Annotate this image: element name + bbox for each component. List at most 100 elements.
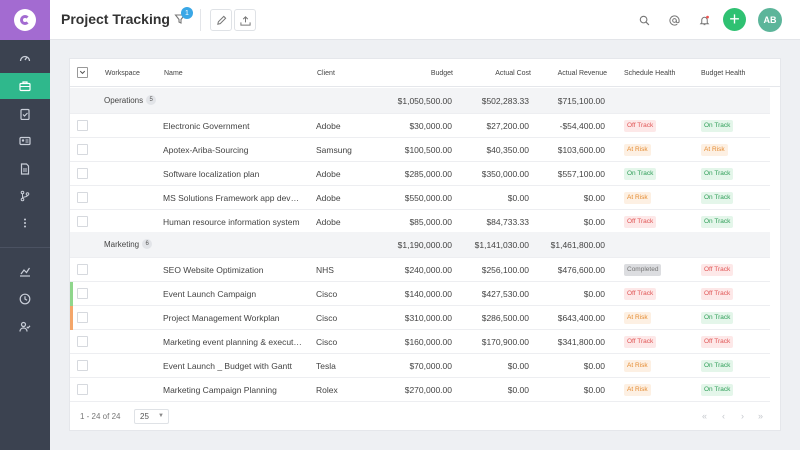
project-name[interactable]: Marketing Campaign Planning xyxy=(163,385,277,395)
sidebar-item-resources[interactable] xyxy=(0,128,50,154)
budget-health-badge: Off Track xyxy=(701,288,734,300)
more-vertical-icon xyxy=(24,218,26,228)
grid-header: Workspace Name Client Budget Actual Cost… xyxy=(70,59,780,87)
project-name[interactable]: Apotex-Ariba-Sourcing xyxy=(163,145,249,155)
table-row[interactable]: Electronic Government Adobe $30,000.00 $27,… xyxy=(70,114,770,138)
next-page-icon[interactable]: › xyxy=(741,411,744,421)
sidebar-item-projects[interactable] xyxy=(0,73,50,99)
project-name[interactable]: Electronic Government xyxy=(163,121,250,131)
client-name: Adobe xyxy=(316,217,341,227)
mentions-button[interactable] xyxy=(666,12,682,28)
column-header-actual-cost[interactable]: Actual Cost xyxy=(495,70,531,77)
add-button[interactable]: + xyxy=(723,8,746,31)
pagination-range: 1 - 24 of 24 xyxy=(80,412,121,421)
actual-cost-value: $256,100.00 xyxy=(481,265,529,275)
search-icon xyxy=(639,15,649,25)
chart-icon xyxy=(20,267,30,277)
group-row-marketing[interactable]: Marketing 6 $1,190,000.00 $1,141,030.00 $… xyxy=(70,232,770,258)
notifications-button[interactable] xyxy=(696,12,712,28)
sidebar-item-reports[interactable] xyxy=(0,258,50,284)
row-checkbox[interactable] xyxy=(77,360,88,371)
project-name[interactable]: Human resource information system xyxy=(163,217,300,227)
sidebar-item-dashboard[interactable] xyxy=(0,45,50,71)
page-size-select[interactable]: 25 ▼ xyxy=(134,409,169,424)
column-header-budget-health[interactable]: Budget Health xyxy=(701,70,746,77)
project-name[interactable]: Software localization plan xyxy=(163,169,260,179)
column-header-budget[interactable]: Budget xyxy=(430,70,453,77)
sidebar-item-workflow[interactable] xyxy=(0,183,50,209)
avatar[interactable]: AB xyxy=(758,8,782,32)
actual-cost-value: $40,350.00 xyxy=(486,145,529,155)
table-row[interactable]: Marketing event planning & execution Cisc… xyxy=(70,330,770,354)
group-budget-total: $1,050,500.00 xyxy=(397,96,452,106)
sidebar-item-tasks[interactable] xyxy=(0,101,50,127)
column-header-client[interactable]: Client xyxy=(317,70,335,77)
actual-revenue-value: $0.00 xyxy=(583,217,605,227)
project-name[interactable]: Event Launch _ Budget with Gantt xyxy=(163,361,293,371)
actual-cost-value: $286,500.00 xyxy=(481,313,529,323)
column-header-workspace[interactable]: Workspace xyxy=(105,70,140,77)
group-count-badge: 5 xyxy=(146,95,157,105)
client-name: Rolex xyxy=(316,385,338,395)
row-checkbox[interactable] xyxy=(77,216,88,227)
first-page-icon[interactable]: « xyxy=(702,411,708,421)
upload-tray-icon xyxy=(239,15,251,26)
column-header-schedule-health[interactable]: Schedule Health xyxy=(624,70,676,77)
actual-cost-value: $27,200.00 xyxy=(486,121,529,131)
sidebar-item-users[interactable] xyxy=(0,314,50,340)
sidebar-item-timesheets[interactable] xyxy=(0,286,50,312)
table-row[interactable]: Marketing Campaign Planning Rolex $270,000… xyxy=(70,378,770,402)
budget-health-badge: On Track xyxy=(701,192,734,204)
actual-revenue-value: $557,100.00 xyxy=(557,169,605,179)
column-header-name[interactable]: Name xyxy=(164,70,183,77)
row-checkbox[interactable] xyxy=(77,264,88,275)
toolbar-divider xyxy=(200,9,201,31)
select-all-checkbox[interactable] xyxy=(77,67,88,78)
project-name[interactable]: Project Management Workplan xyxy=(163,313,280,323)
row-checkbox[interactable] xyxy=(77,384,88,395)
last-page-icon[interactable]: » xyxy=(758,411,764,421)
table-row[interactable]: Software localization plan Adobe $285,000.… xyxy=(70,162,770,186)
pencil-icon xyxy=(216,15,226,25)
project-name[interactable]: MS Solutions Framework app development xyxy=(163,193,303,203)
project-name[interactable]: Event Launch Campaign xyxy=(163,289,257,299)
group-row-operations[interactable]: Operations 5 $1,050,500.00 $502,283.33 $7… xyxy=(70,88,770,114)
row-checkbox[interactable] xyxy=(77,192,88,203)
budget-value: $85,000.00 xyxy=(409,217,452,227)
row-checkbox[interactable] xyxy=(77,144,88,155)
gauge-icon xyxy=(19,55,31,62)
actual-revenue-value: $476,600.00 xyxy=(557,265,605,275)
column-header-actual-revenue[interactable]: Actual Revenue xyxy=(557,70,607,77)
row-checkbox[interactable] xyxy=(77,288,88,299)
row-checkbox[interactable] xyxy=(77,312,88,323)
project-name[interactable]: SEO Website Optimization xyxy=(163,265,264,275)
export-button[interactable] xyxy=(234,9,256,31)
row-checkbox[interactable] xyxy=(77,120,88,131)
actual-revenue-value: $0.00 xyxy=(583,193,605,203)
sidebar-item-more[interactable] xyxy=(0,210,50,236)
table-row[interactable]: Human resource information system Adobe $8… xyxy=(70,210,770,234)
table-row[interactable]: Event Launch _ Budget with Gantt Tesla $70… xyxy=(70,354,770,378)
table-row[interactable]: Event Launch Campaign Cisco $140,000.00 $42… xyxy=(70,282,770,306)
edit-button[interactable] xyxy=(210,9,232,31)
row-checkbox[interactable] xyxy=(77,336,88,347)
search-button[interactable] xyxy=(636,12,652,28)
table-row[interactable]: MS Solutions Framework app development Ad… xyxy=(70,186,770,210)
group-actual-revenue-total: $1,461,800.00 xyxy=(550,240,605,250)
table-row[interactable]: SEO Website Optimization NHS $240,000.00 $2… xyxy=(70,258,770,282)
project-grid: Workspace Name Client Budget Actual Cost… xyxy=(69,58,781,431)
project-name[interactable]: Marketing event planning & execution xyxy=(163,337,303,347)
budget-health-badge: On Track xyxy=(701,120,734,132)
sidebar-item-documents[interactable] xyxy=(0,156,50,182)
group-actual-cost-total: $1,141,030.00 xyxy=(474,240,529,250)
table-row[interactable]: Project Management Workplan Cisco $310,000… xyxy=(70,306,770,330)
prev-page-icon[interactable]: ‹ xyxy=(722,411,725,421)
actual-cost-value: $84,733.33 xyxy=(486,217,529,227)
logo-icon xyxy=(14,9,36,31)
app-logo[interactable] xyxy=(0,0,50,40)
row-checkbox[interactable] xyxy=(77,168,88,179)
table-row[interactable]: Apotex-Ariba-Sourcing Samsung $100,500.00 $… xyxy=(70,138,770,162)
budget-value: $70,000.00 xyxy=(409,361,452,371)
actual-cost-value: $350,000.00 xyxy=(481,169,529,179)
schedule-health-badge: At Risk xyxy=(624,384,651,396)
